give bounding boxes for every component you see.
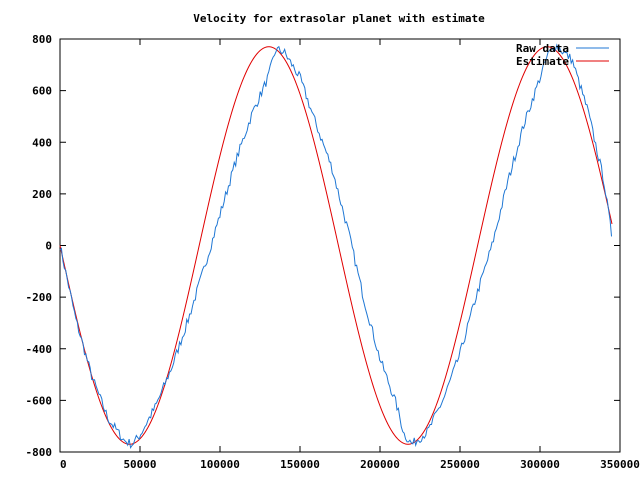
x-tick-label: 0: [60, 458, 67, 471]
x-tick-label: 150000: [280, 458, 320, 471]
legend-label: Estimate: [516, 55, 569, 68]
y-tick-label: -200: [26, 291, 53, 304]
y-tick-label: 0: [45, 240, 52, 253]
x-tick-label: 100000: [200, 458, 240, 471]
series-estimate-line: [59, 46, 613, 445]
x-tick-label: 50000: [123, 458, 156, 471]
y-tick-label: -400: [26, 343, 53, 356]
x-tick-label: 250000: [440, 458, 480, 471]
y-tick-label: 200: [32, 188, 52, 201]
series-layer: [59, 43, 613, 450]
y-tick-label: 600: [32, 85, 52, 98]
legend-label: Raw data: [516, 42, 569, 55]
chart-title: Velocity for extrasolar planet with esti…: [193, 12, 485, 25]
y-tick-label: -600: [26, 394, 53, 407]
x-tick-label: 300000: [520, 458, 560, 471]
plot-frame: [59, 38, 621, 453]
y-tick-label: 800: [32, 33, 52, 46]
x-tick-label: 350000: [600, 458, 640, 471]
y-tick-label: -800: [26, 446, 53, 459]
series-raw-data-line: [59, 43, 613, 450]
axes: -800 -600 -400 -200 0 200 400 600 800 0 50000 10000…: [26, 33, 640, 471]
x-tick-label: 200000: [360, 458, 400, 471]
y-tick-label: 400: [32, 136, 52, 149]
